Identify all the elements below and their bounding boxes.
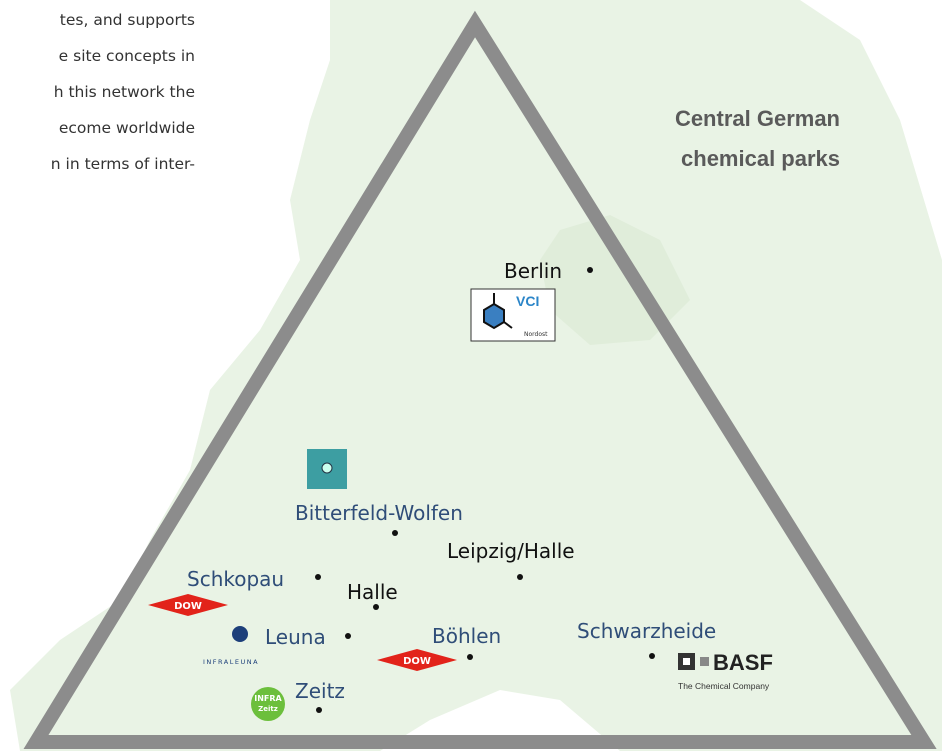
city-label: Halle	[347, 580, 398, 604]
infraleuna-logo	[232, 626, 248, 642]
bitterfeld-logo-mark	[322, 463, 332, 473]
title-line: chemical parks	[681, 146, 840, 171]
city-dot	[587, 267, 593, 273]
city-dot	[315, 574, 321, 580]
logo-hex	[484, 304, 504, 328]
logo-text: INFRA	[254, 694, 282, 703]
logo-text: VCI	[516, 293, 539, 309]
city-label: Leuna	[265, 625, 326, 649]
paragraph-line: n in terms of inter-	[51, 155, 195, 173]
logo-text: INFRALEUNA	[203, 658, 259, 666]
logo-square	[700, 657, 709, 666]
logo-square	[683, 658, 690, 665]
page: {"paragraph": {"lines": ["tes, and suppo…	[0, 0, 942, 751]
city-label: Zeitz	[295, 679, 345, 703]
paragraph-line: ecome worldwide	[59, 119, 195, 137]
city-dot	[467, 654, 473, 660]
paragraph-line: e site concepts in	[59, 47, 195, 65]
city-label: Schwarzheide	[577, 619, 716, 643]
map: tes, and supports e site concepts in h t…	[0, 0, 942, 751]
city-dot	[517, 574, 523, 580]
city-dot	[345, 633, 351, 639]
city-label: Leipzig/Halle	[447, 539, 575, 563]
infra-zeitz-logo	[251, 687, 285, 721]
vci-logo: VCI Nordost	[471, 289, 555, 341]
paragraph-line: h this network the	[54, 83, 195, 101]
logo-text: The Chemical Company	[678, 681, 770, 691]
logo-text: DOW	[174, 601, 202, 612]
logo-text: DOW	[403, 656, 431, 667]
city-label: Berlin	[504, 259, 562, 283]
city-label: Bitterfeld-Wolfen	[295, 501, 463, 525]
city-dot	[392, 530, 398, 536]
logo-text: BASF	[713, 650, 773, 675]
city-label: Schkopau	[187, 567, 284, 591]
city-dot	[373, 604, 379, 610]
paragraph-line: tes, and supports	[60, 11, 195, 29]
logo-text: Nordost	[524, 331, 548, 338]
city-dot	[649, 653, 655, 659]
city-label: Böhlen	[432, 624, 501, 648]
city-dot	[316, 707, 322, 713]
title-line: Central German	[675, 106, 840, 131]
logo-text: Zeitz	[258, 705, 278, 713]
